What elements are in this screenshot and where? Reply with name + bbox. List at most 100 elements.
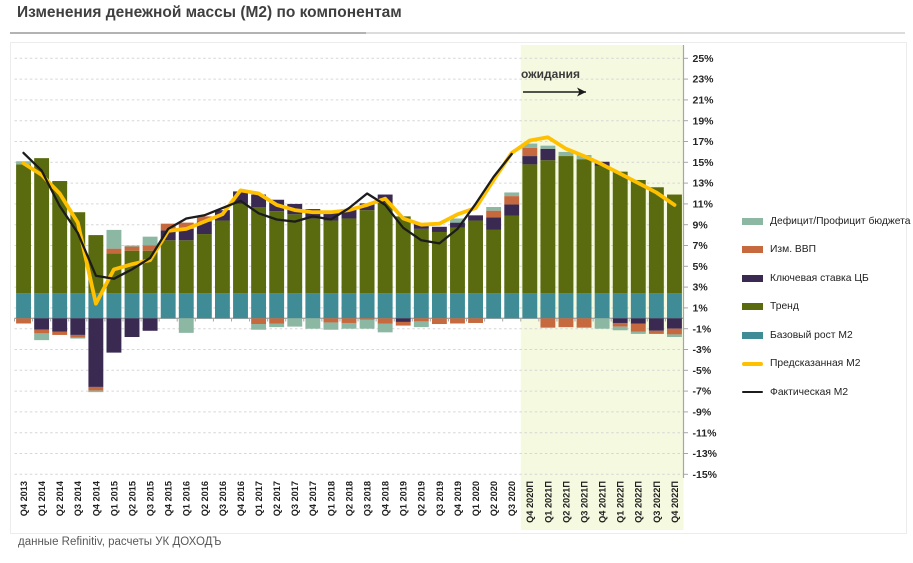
bar-segment-gdp bbox=[341, 318, 357, 323]
bar-segment-gdp bbox=[323, 318, 339, 323]
bar-segment-rate bbox=[612, 318, 628, 323]
x-tick-label: Q4 2021П bbox=[598, 481, 608, 523]
legend-label-base: Базовый рост М2 bbox=[770, 329, 853, 341]
expectations-arrow-head bbox=[577, 87, 586, 97]
bar-segment-base bbox=[648, 293, 664, 319]
x-tick-label: Q4 2015 bbox=[164, 481, 174, 516]
bar-segment-rate bbox=[648, 318, 664, 331]
legend-item-base: Базовый рост М2 bbox=[742, 321, 912, 350]
bar-segment-gdp bbox=[504, 196, 520, 205]
y-tick-label: 7% bbox=[693, 240, 709, 252]
bar-segment-trend bbox=[522, 164, 538, 294]
bar-segment-trend bbox=[486, 229, 502, 294]
bar-segment-gdp bbox=[413, 318, 429, 322]
bar-segment-gdp bbox=[450, 318, 465, 324]
x-tick-label: Q2 2020 bbox=[489, 481, 499, 516]
x-tick-label: Q3 2014 bbox=[73, 480, 83, 516]
bar-segment-trend bbox=[648, 187, 664, 294]
bar-segment-rate bbox=[630, 318, 646, 324]
bar-segment-rate bbox=[70, 318, 86, 335]
bar-segment-base bbox=[233, 293, 248, 319]
bar-segment-budget bbox=[88, 390, 104, 393]
bar-segment-trend bbox=[468, 220, 484, 294]
bar-segment-budget bbox=[251, 324, 267, 330]
title-underline bbox=[10, 32, 366, 34]
legend-marker-trend bbox=[742, 303, 763, 311]
bar-segment-base bbox=[196, 293, 212, 319]
bar-segment-gdp bbox=[269, 318, 285, 324]
bar-segment-budget bbox=[558, 151, 574, 157]
bar-segment-base bbox=[612, 293, 628, 319]
legend-label-rate: Ключевая ставка ЦБ bbox=[770, 272, 869, 284]
x-tick-label: Q4 2018 bbox=[381, 481, 391, 516]
bar-segment-gdp bbox=[196, 216, 212, 222]
bar-segment-budget bbox=[540, 145, 556, 149]
x-tick-label: Q4 2020П bbox=[525, 481, 535, 523]
y-tick-label: 15% bbox=[693, 157, 715, 169]
y-tick-label: -1% bbox=[693, 323, 712, 335]
x-tick-label: Q3 2018 bbox=[362, 481, 372, 516]
legend-label-predicted: Предсказанная М2 bbox=[770, 358, 861, 370]
bar-segment-budget bbox=[522, 143, 538, 148]
bar-segment-gdp bbox=[576, 318, 592, 328]
x-tick-label: Q4 2022П bbox=[670, 481, 680, 523]
expectations-annotation: ожидания bbox=[521, 67, 580, 81]
bar-segment-budget bbox=[269, 323, 285, 328]
x-tick-label: Q3 2020 bbox=[507, 481, 517, 516]
y-tick-label: 11% bbox=[693, 199, 714, 211]
bar-segment-gdp bbox=[70, 334, 86, 338]
bar-segment-gdp bbox=[667, 328, 682, 335]
bar-segment-budget bbox=[612, 326, 628, 331]
legend-item-actual: Фактическая М2 bbox=[742, 378, 912, 407]
bar-segment-budget bbox=[287, 318, 303, 327]
bar-segment-budget bbox=[178, 318, 194, 333]
bar-segment-base bbox=[34, 293, 50, 319]
legend-label-actual: Фактическая М2 bbox=[770, 386, 849, 398]
x-tick-label: Q1 2019 bbox=[399, 481, 409, 516]
bar-segment-budget bbox=[305, 318, 321, 329]
bar-segment-base bbox=[323, 293, 339, 319]
y-tick-label: -15% bbox=[693, 469, 718, 481]
bar-segment-trend bbox=[233, 203, 248, 294]
x-tick-label: Q3 2022П bbox=[652, 481, 662, 523]
bar-segment-trend bbox=[323, 220, 339, 294]
bar-segment-budget bbox=[34, 333, 50, 341]
legend-marker-budget bbox=[742, 217, 763, 225]
bar-segment-trend bbox=[450, 227, 465, 294]
bar-segment-base bbox=[251, 293, 267, 319]
bar-segment-base bbox=[305, 293, 321, 319]
bar-segment-budget bbox=[630, 331, 646, 334]
y-tick-label: 5% bbox=[693, 261, 709, 273]
bar-segment-trend bbox=[395, 216, 411, 294]
x-tick-label: Q1 2022П bbox=[616, 481, 626, 523]
bar-segment-trend bbox=[269, 211, 285, 294]
bar-segment-trend bbox=[630, 179, 646, 294]
legend-item-budget: Дефицит/Профицит бюджета bbox=[742, 207, 912, 236]
x-tick-label: Q1 2018 bbox=[326, 481, 336, 516]
bar-segment-trend bbox=[214, 220, 230, 294]
bar-segment-trend bbox=[341, 218, 357, 294]
plot-border bbox=[10, 42, 907, 534]
x-tick-label: Q3 2019 bbox=[435, 481, 445, 516]
bar-segment-gdp bbox=[558, 318, 574, 328]
y-tick-label: 9% bbox=[693, 219, 709, 231]
bar-segment-base bbox=[667, 293, 682, 319]
bar-segment-rate bbox=[450, 222, 465, 228]
x-tick-label: Q2 2016 bbox=[200, 481, 210, 516]
bar-segment-base bbox=[70, 293, 86, 319]
x-tick-label: Q3 2016 bbox=[218, 481, 228, 516]
bar-segment-gdp bbox=[612, 322, 628, 327]
bar-segment-rate bbox=[504, 204, 520, 216]
bar-segment-rate bbox=[468, 215, 484, 221]
legend-item-rate: Ключевая ставка ЦБ bbox=[742, 264, 912, 293]
y-tick-label: -7% bbox=[693, 386, 712, 398]
y-tick-label: 25% bbox=[693, 53, 715, 65]
x-tick-label: Q2 2017 bbox=[272, 481, 282, 516]
x-tick-label: Q3 2015 bbox=[146, 481, 156, 516]
bar-segment-trend bbox=[359, 210, 375, 294]
source-note: данные Refinitiv, расчеты УК ДОХОДЪ bbox=[18, 536, 222, 548]
x-tick-label: Q4 2017 bbox=[308, 481, 318, 516]
x-tick-label: Q2 2014 bbox=[55, 480, 65, 516]
